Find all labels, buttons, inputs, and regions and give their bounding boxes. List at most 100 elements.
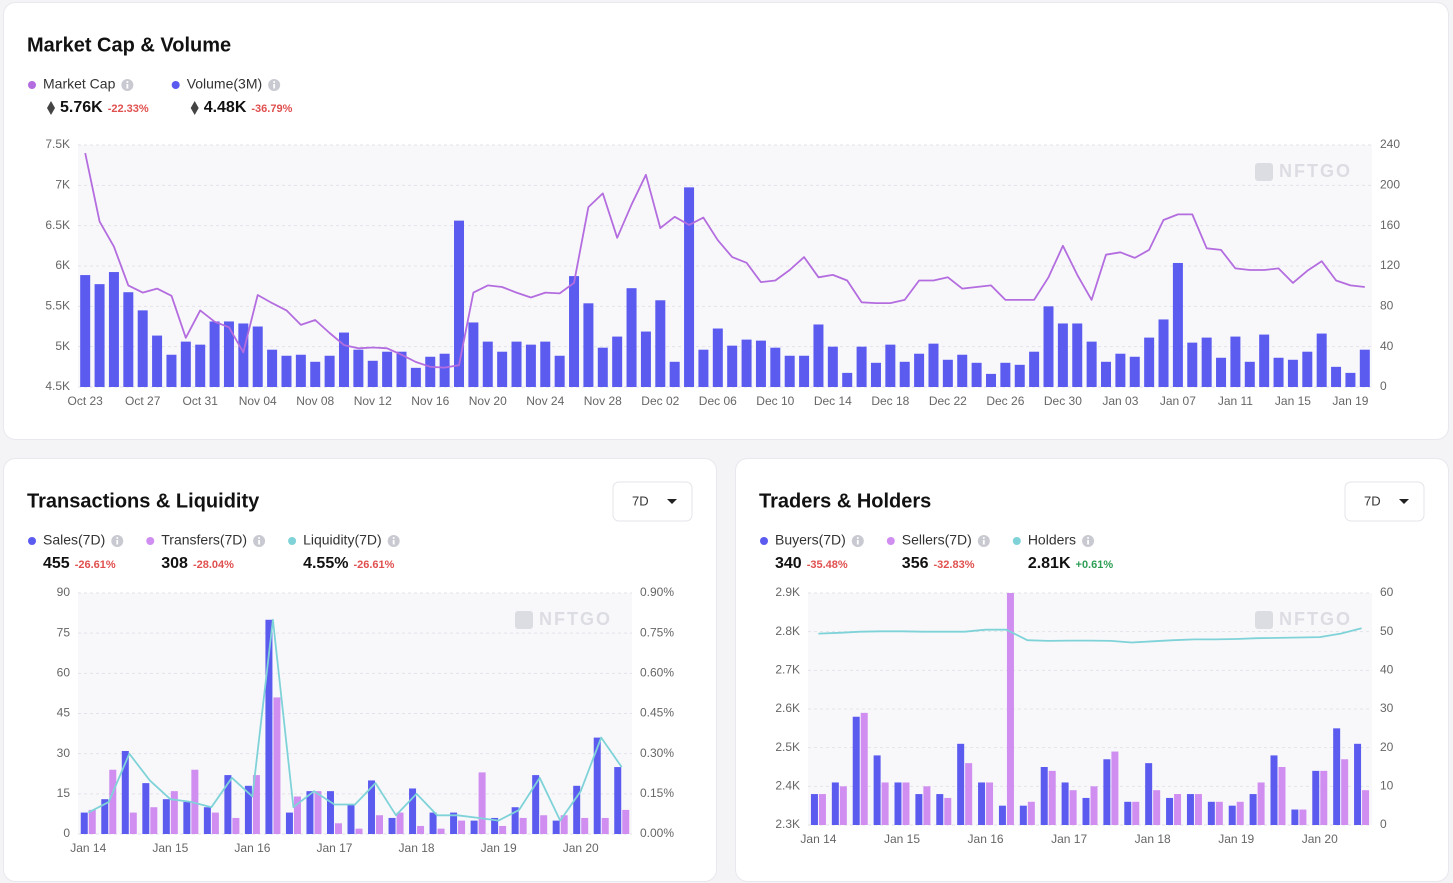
y-tick-label: 7.5K — [45, 137, 70, 151]
bar — [108, 272, 119, 387]
watermark-logo — [1255, 611, 1273, 629]
legend-stat: 308 — [161, 555, 188, 572]
bar — [1069, 790, 1077, 825]
bar — [1299, 809, 1307, 825]
bar — [986, 782, 994, 825]
x-tick-label: Nov 08 — [296, 394, 334, 408]
bar — [1291, 809, 1299, 825]
bar — [569, 276, 580, 387]
bar — [1090, 786, 1098, 825]
bar — [612, 336, 623, 387]
x-tick-label: Oct 31 — [183, 394, 219, 408]
bar — [310, 361, 321, 387]
y2-tick-label: 120 — [1380, 258, 1400, 272]
x-tick-label: Dec 22 — [929, 394, 967, 408]
bar — [1331, 366, 1342, 387]
x-tick-label: Jan 14 — [800, 832, 836, 846]
bar — [1086, 341, 1097, 387]
panel-title: Transactions & Liquidity — [27, 490, 260, 512]
bar — [894, 782, 902, 825]
bar — [150, 807, 158, 834]
watermark: NFTGO — [539, 609, 612, 629]
dropdown-caret — [667, 499, 677, 504]
info-icon — [273, 84, 276, 89]
bar — [80, 812, 88, 834]
watermark: NFTGO — [1279, 161, 1352, 181]
bar — [238, 323, 249, 387]
bar — [326, 791, 334, 834]
range-dropdown-label[interactable]: 7D — [632, 493, 649, 508]
legend-dot — [760, 537, 768, 545]
legend-dot — [146, 537, 155, 545]
bar — [540, 815, 548, 834]
y2-tick-label: 60 — [1380, 585, 1394, 599]
bar — [1000, 362, 1011, 387]
bar — [458, 820, 466, 834]
bar — [454, 220, 465, 387]
bar — [1270, 755, 1278, 825]
range-dropdown[interactable] — [1344, 481, 1425, 522]
bar — [885, 344, 896, 387]
bar — [1230, 336, 1241, 387]
bar — [1278, 767, 1286, 825]
bar — [655, 300, 666, 387]
bar — [583, 303, 594, 387]
range-dropdown-label[interactable]: 7D — [1364, 493, 1381, 508]
line — [87, 618, 623, 822]
bar — [183, 801, 191, 834]
range-dropdown[interactable] — [612, 481, 693, 522]
x-tick-label: Jan 18 — [1135, 832, 1171, 846]
bar — [1172, 262, 1183, 387]
bar — [1236, 801, 1244, 825]
y2-tick-label: 40 — [1380, 663, 1394, 677]
y-tick-label: 2.4K — [775, 779, 800, 793]
legend-change: -22.33% — [108, 103, 149, 115]
bar — [1187, 342, 1198, 387]
y-tick-label: 2.5K — [775, 740, 800, 754]
y2-tick-label: 0 — [1380, 817, 1387, 831]
bar — [244, 785, 252, 834]
y-tick-label: 2.6K — [775, 701, 800, 715]
y2-tick-label: 0.30% — [640, 746, 674, 760]
bar — [396, 812, 404, 834]
bar — [573, 785, 581, 834]
y-tick-label: 2.9K — [775, 585, 800, 599]
bar — [1061, 782, 1069, 825]
bar — [1040, 767, 1048, 825]
bar — [209, 321, 220, 387]
panel-title: Traders & Holders — [759, 490, 931, 512]
legend-change: -26.61% — [75, 559, 116, 571]
bar — [839, 786, 847, 825]
y2-tick-label: 40 — [1380, 339, 1394, 353]
bar — [293, 796, 301, 834]
dropdown-caret — [1399, 499, 1409, 504]
bar — [1072, 323, 1083, 387]
bar — [1153, 790, 1161, 825]
bar — [1186, 794, 1194, 825]
bar — [684, 187, 695, 387]
bar — [1273, 357, 1284, 387]
bar — [306, 791, 314, 834]
bar — [1082, 797, 1090, 825]
bar — [784, 355, 795, 387]
bar — [1302, 351, 1313, 387]
bar — [439, 353, 450, 387]
bar — [450, 812, 458, 834]
bar — [741, 339, 752, 387]
bar — [121, 750, 129, 834]
bar — [712, 328, 723, 387]
y2-tick-label: 50 — [1380, 624, 1394, 638]
bar — [429, 812, 437, 834]
bar — [669, 361, 680, 387]
bar — [1249, 794, 1257, 825]
legend-label: Market Cap — [43, 76, 116, 92]
info-icon — [116, 540, 119, 545]
bar — [88, 809, 96, 834]
bar — [965, 763, 973, 825]
bar — [1145, 763, 1153, 825]
bar — [109, 769, 117, 834]
y2-tick-label: 240 — [1380, 137, 1400, 151]
bar — [295, 354, 306, 387]
y2-tick-label: 0.45% — [640, 706, 674, 720]
